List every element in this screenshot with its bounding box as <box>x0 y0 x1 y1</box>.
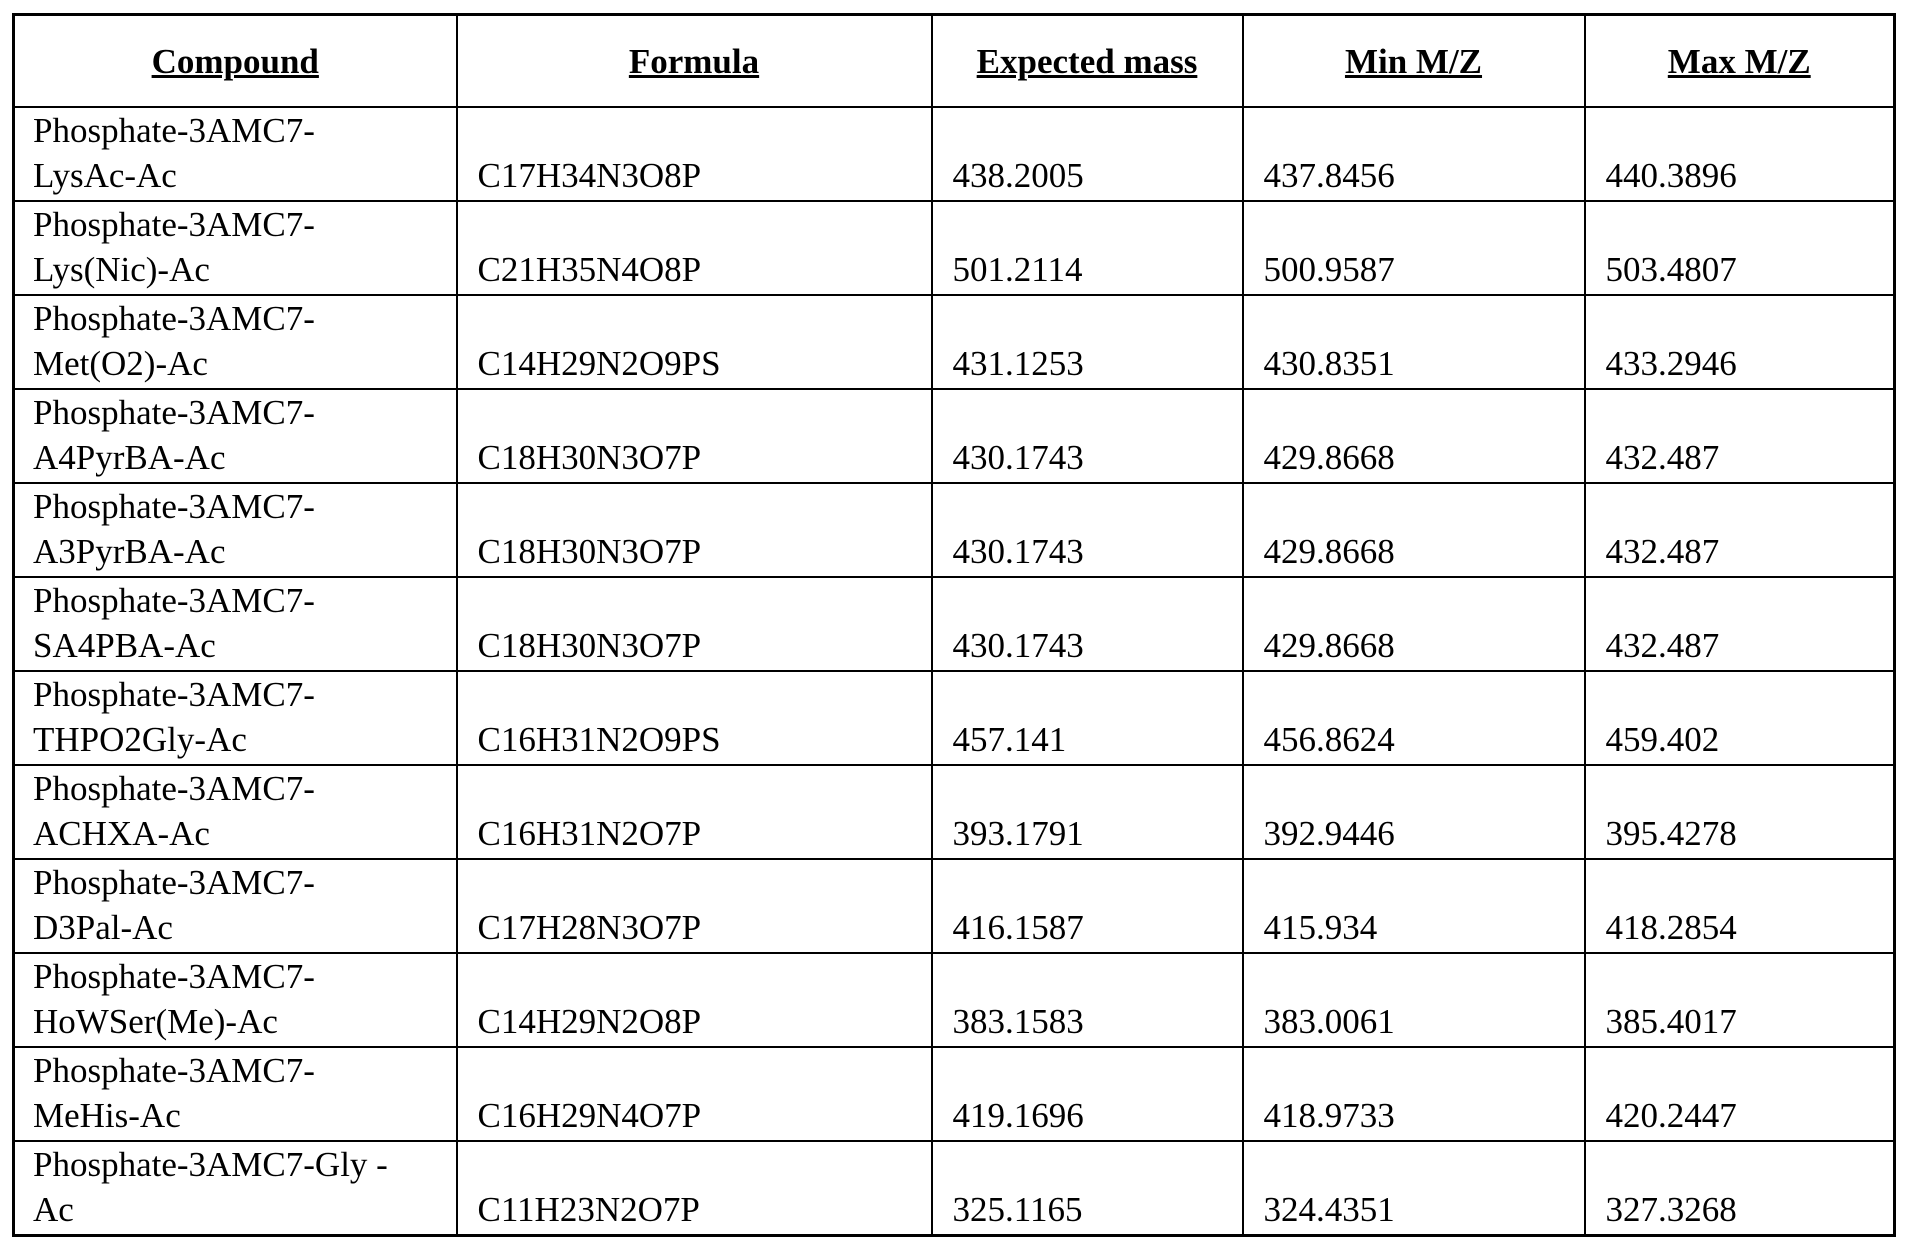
table-row: Phosphate-3AMC7-Gly -AcC11H23N2O7P325.11… <box>14 1141 1895 1236</box>
min-mz-cell: 383.0061 <box>1243 953 1585 1047</box>
max-mz-cell: 327.3268 <box>1585 1141 1895 1236</box>
compound-mass-table: Compound Formula Expected mass Min M/Z M… <box>12 13 1896 1237</box>
expected-mass-cell: 501.2114 <box>932 201 1243 295</box>
expected-mass-cell: 457.141 <box>932 671 1243 765</box>
table-row: Phosphate-3AMC7-D3Pal-AcC17H28N3O7P416.1… <box>14 859 1895 953</box>
table-row: Phosphate-3AMC7-LysAc-AcC17H34N3O8P438.2… <box>14 107 1895 201</box>
compound-cell: Phosphate-3AMC7-Gly -Ac <box>14 1141 457 1236</box>
table-row: Phosphate-3AMC7-A4PyrBA-AcC18H30N3O7P430… <box>14 389 1895 483</box>
formula-cell: C14H29N2O8P <box>457 953 932 1047</box>
compound-cell: Phosphate-3AMC7-MeHis-Ac <box>14 1047 457 1141</box>
min-mz-cell: 500.9587 <box>1243 201 1585 295</box>
header-expected-mass: Expected mass <box>932 15 1243 108</box>
compound-cell: Phosphate-3AMC7-HoWSer(Me)-Ac <box>14 953 457 1047</box>
table-row: Phosphate-3AMC7-MeHis-AcC16H29N4O7P419.1… <box>14 1047 1895 1141</box>
compound-cell: Phosphate-3AMC7-LysAc-Ac <box>14 107 457 201</box>
table-row: Phosphate-3AMC7-A3PyrBA-AcC18H30N3O7P430… <box>14 483 1895 577</box>
expected-mass-cell: 416.1587 <box>932 859 1243 953</box>
header-formula: Formula <box>457 15 932 108</box>
expected-mass-cell: 419.1696 <box>932 1047 1243 1141</box>
compound-cell: Phosphate-3AMC7-Met(O2)-Ac <box>14 295 457 389</box>
compound-cell: Phosphate-3AMC7-A3PyrBA-Ac <box>14 483 457 577</box>
max-mz-cell: 459.402 <box>1585 671 1895 765</box>
compound-cell: Phosphate-3AMC7-THPO2Gly-Ac <box>14 671 457 765</box>
formula-cell: C21H35N4O8P <box>457 201 932 295</box>
max-mz-cell: 385.4017 <box>1585 953 1895 1047</box>
min-mz-cell: 430.8351 <box>1243 295 1585 389</box>
table-row: Phosphate-3AMC7-ACHXA-AcC16H31N2O7P393.1… <box>14 765 1895 859</box>
header-max-mz: Max M/Z <box>1585 15 1895 108</box>
max-mz-cell: 420.2447 <box>1585 1047 1895 1141</box>
max-mz-cell: 432.487 <box>1585 389 1895 483</box>
expected-mass-cell: 393.1791 <box>932 765 1243 859</box>
formula-cell: C11H23N2O7P <box>457 1141 932 1236</box>
max-mz-cell: 418.2854 <box>1585 859 1895 953</box>
max-mz-cell: 440.3896 <box>1585 107 1895 201</box>
expected-mass-cell: 325.1165 <box>932 1141 1243 1236</box>
min-mz-cell: 418.9733 <box>1243 1047 1585 1141</box>
table-row: Phosphate-3AMC7-SA4PBA-AcC18H30N3O7P430.… <box>14 577 1895 671</box>
expected-mass-cell: 431.1253 <box>932 295 1243 389</box>
min-mz-cell: 392.9446 <box>1243 765 1585 859</box>
header-compound: Compound <box>14 15 457 108</box>
formula-cell: C16H31N2O7P <box>457 765 932 859</box>
max-mz-cell: 432.487 <box>1585 577 1895 671</box>
compound-cell: Phosphate-3AMC7-SA4PBA-Ac <box>14 577 457 671</box>
expected-mass-cell: 438.2005 <box>932 107 1243 201</box>
table-row: Phosphate-3AMC7-Lys(Nic)-AcC21H35N4O8P50… <box>14 201 1895 295</box>
compound-cell: Phosphate-3AMC7-D3Pal-Ac <box>14 859 457 953</box>
expected-mass-cell: 430.1743 <box>932 389 1243 483</box>
formula-cell: C18H30N3O7P <box>457 483 932 577</box>
max-mz-cell: 432.487 <box>1585 483 1895 577</box>
min-mz-cell: 437.8456 <box>1243 107 1585 201</box>
min-mz-cell: 429.8668 <box>1243 483 1585 577</box>
header-row: Compound Formula Expected mass Min M/Z M… <box>14 15 1895 108</box>
compound-cell: Phosphate-3AMC7-ACHXA-Ac <box>14 765 457 859</box>
formula-cell: C18H30N3O7P <box>457 389 932 483</box>
min-mz-cell: 324.4351 <box>1243 1141 1585 1236</box>
max-mz-cell: 433.2946 <box>1585 295 1895 389</box>
formula-cell: C14H29N2O9PS <box>457 295 932 389</box>
min-mz-cell: 456.8624 <box>1243 671 1585 765</box>
max-mz-cell: 503.4807 <box>1585 201 1895 295</box>
table-row: Phosphate-3AMC7-Met(O2)-AcC14H29N2O9PS43… <box>14 295 1895 389</box>
formula-cell: C18H30N3O7P <box>457 577 932 671</box>
formula-cell: C16H29N4O7P <box>457 1047 932 1141</box>
formula-cell: C17H28N3O7P <box>457 859 932 953</box>
compound-cell: Phosphate-3AMC7-A4PyrBA-Ac <box>14 389 457 483</box>
compound-cell: Phosphate-3AMC7-Lys(Nic)-Ac <box>14 201 457 295</box>
min-mz-cell: 429.8668 <box>1243 577 1585 671</box>
formula-cell: C17H34N3O8P <box>457 107 932 201</box>
expected-mass-cell: 430.1743 <box>932 483 1243 577</box>
table-row: Phosphate-3AMC7-THPO2Gly-AcC16H31N2O9PS4… <box>14 671 1895 765</box>
min-mz-cell: 429.8668 <box>1243 389 1585 483</box>
header-min-mz: Min M/Z <box>1243 15 1585 108</box>
min-mz-cell: 415.934 <box>1243 859 1585 953</box>
formula-cell: C16H31N2O9PS <box>457 671 932 765</box>
table-row: Phosphate-3AMC7-HoWSer(Me)-AcC14H29N2O8P… <box>14 953 1895 1047</box>
expected-mass-cell: 383.1583 <box>932 953 1243 1047</box>
expected-mass-cell: 430.1743 <box>932 577 1243 671</box>
max-mz-cell: 395.4278 <box>1585 765 1895 859</box>
